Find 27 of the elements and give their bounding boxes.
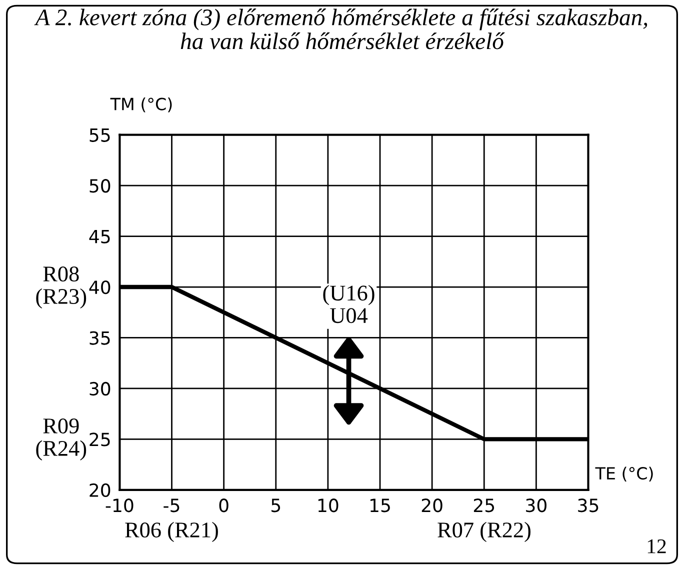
text: R08 (R23) — [36, 266, 86, 308]
y-tick-label: 35 — [90, 331, 110, 345]
x-tick-label: 25 — [474, 498, 494, 512]
y-tick-label: 45 — [89, 230, 110, 244]
y-tick-label: 20 — [90, 483, 110, 498]
text: R09 (R24) — [36, 418, 86, 460]
x-tick-label: 35 — [578, 498, 598, 512]
x-tick-label: 10 — [318, 498, 338, 512]
y-tick-label: 55 — [90, 128, 110, 142]
x-tick-label: -5 — [164, 498, 180, 512]
x-tick-label: 5 — [272, 498, 280, 512]
x-tick-label: 20 — [422, 498, 442, 512]
chart-title: A 2. kevert zóna (3) előremenő hőmérséklete a fűtési szakaszban, ha van külső hőmérséklet érzékelő — [34, 8, 648, 50]
x-tick-label: -10 — [106, 498, 134, 512]
x-axis-title: TE (°C) — [595, 466, 653, 482]
annotation: (U16) U04 — [323, 284, 374, 324]
text: 12 — [648, 539, 666, 554]
y-tick-label: 25 — [90, 432, 110, 446]
y-tick-label: 40 — [89, 280, 110, 294]
y-axis-title: TM (°C) — [110, 97, 172, 112]
text: R07 (R22) — [438, 522, 530, 542]
x-tick-label: 30 — [526, 498, 546, 512]
y-tick-label: 30 — [90, 382, 110, 396]
y-tick-label: 50 — [90, 179, 110, 193]
x-tick-label: 15 — [370, 498, 390, 512]
text: R06 (R21) — [125, 522, 218, 542]
x-tick-label: 0 — [219, 498, 228, 512]
